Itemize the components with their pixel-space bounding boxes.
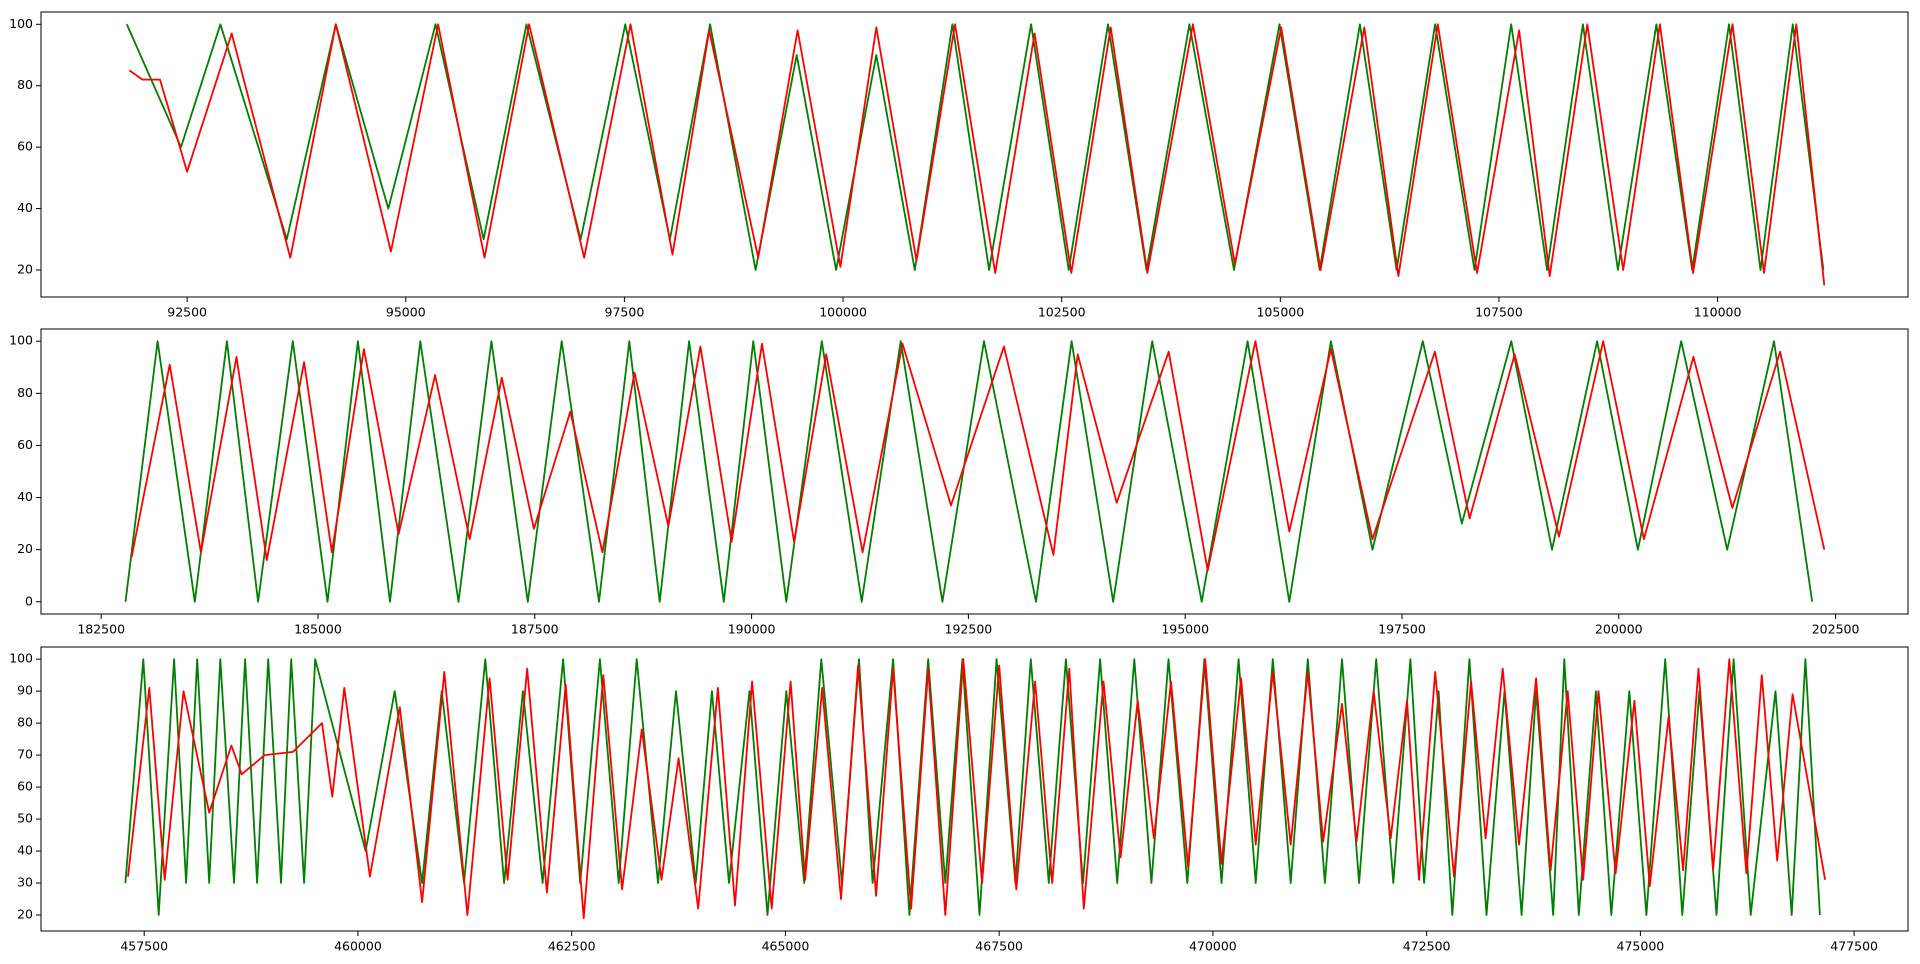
y-tick-label: 100: [9, 651, 33, 666]
x-tick-label: 185000: [294, 622, 342, 637]
x-tick-label: 462500: [548, 939, 596, 954]
x-tick-label: 465000: [762, 939, 810, 954]
x-tick-label: 477500: [1830, 939, 1878, 954]
y-tick-label: 40: [17, 200, 33, 215]
y-tick-label: 20: [17, 261, 33, 276]
y-tick-label: 80: [17, 715, 33, 730]
x-tick-label: 192500: [945, 622, 993, 637]
x-tick-label: 470000: [1189, 939, 1237, 954]
x-tick-label: 190000: [728, 622, 776, 637]
x-tick-label: 457500: [120, 939, 168, 954]
y-tick-label: 90: [17, 683, 33, 698]
x-tick-label: 467500: [975, 939, 1023, 954]
y-tick-label: 20: [17, 907, 33, 922]
data-line: [124, 340, 1814, 603]
x-tick-label: 472500: [1403, 939, 1451, 954]
x-tick-label: 110000: [1694, 305, 1742, 320]
y-tick-label: 50: [17, 811, 33, 826]
x-tick-label: 202500: [1812, 622, 1860, 637]
y-tick-label: 80: [17, 77, 33, 92]
x-tick-label: 187500: [511, 622, 559, 637]
data-line: [124, 658, 1821, 916]
data-line: [127, 658, 1826, 920]
x-tick-label: 102500: [1038, 305, 1086, 320]
axes-frame: [40, 11, 1909, 298]
y-tick-label: 40: [17, 489, 33, 504]
axes-frame: [40, 328, 1909, 615]
data-line: [128, 23, 1826, 286]
x-tick-label: 105000: [1256, 305, 1304, 320]
x-tick-label: 100000: [819, 305, 867, 320]
x-tick-label: 460000: [334, 939, 382, 954]
y-tick-label: 70: [17, 747, 33, 762]
y-tick-label: 60: [17, 437, 33, 452]
y-tick-label: 100: [9, 333, 33, 348]
y-tick-label: 0: [25, 593, 33, 608]
y-tick-label: 60: [17, 779, 33, 794]
y-tick-label: 80: [17, 385, 33, 400]
x-tick-label: 195000: [1161, 622, 1209, 637]
x-tick-label: 200000: [1595, 622, 1643, 637]
x-tick-label: 475000: [1617, 939, 1665, 954]
x-tick-label: 182500: [77, 622, 125, 637]
axes-frame: [40, 646, 1909, 932]
data-line: [125, 23, 1825, 271]
data-line: [130, 340, 1826, 572]
y-tick-label: 60: [17, 139, 33, 154]
y-tick-label: 20: [17, 541, 33, 556]
x-tick-label: 107500: [1475, 305, 1523, 320]
y-tick-label: 40: [17, 843, 33, 858]
y-tick-label: 100: [9, 16, 33, 31]
x-tick-label: 97500: [605, 305, 645, 320]
x-tick-label: 197500: [1378, 622, 1426, 637]
y-tick-label: 30: [17, 875, 33, 890]
x-tick-label: 95000: [386, 305, 426, 320]
x-tick-label: 92500: [167, 305, 207, 320]
